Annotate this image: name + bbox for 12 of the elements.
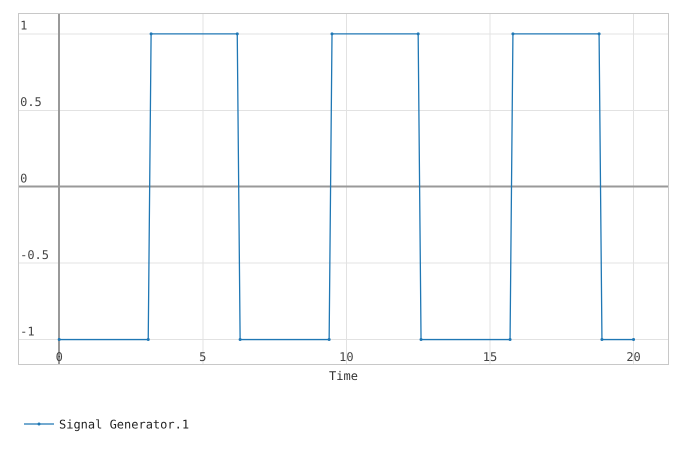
x-tick-label: 0 <box>56 350 63 364</box>
x-axis-title: Time <box>329 368 358 383</box>
y-tick-label: 1 <box>20 18 28 33</box>
x-tick-label: 10 <box>339 350 354 364</box>
y-tick-label: 0 <box>20 172 28 186</box>
legend-label: Signal Generator.1 <box>59 418 190 432</box>
y-tick-label: -0.5 <box>20 248 50 262</box>
x-tick-label: 5 <box>199 350 206 364</box>
y-tick-label: 0.5 <box>20 95 42 110</box>
x-tick-label: 15 <box>482 350 498 364</box>
y-tick-label: -1 <box>20 324 35 338</box>
x-tick-label: 20 <box>626 350 641 364</box>
